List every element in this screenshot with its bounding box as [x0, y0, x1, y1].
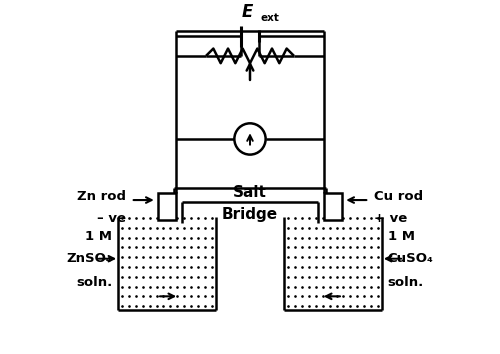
Text: 1 M: 1 M — [85, 230, 112, 243]
Text: soln.: soln. — [76, 276, 112, 289]
Text: 1 M: 1 M — [388, 230, 415, 243]
Text: + ve: + ve — [374, 212, 408, 225]
Text: Bridge: Bridge — [222, 207, 278, 222]
Text: Cu rod: Cu rod — [374, 190, 424, 202]
Text: ZnSO₄: ZnSO₄ — [66, 252, 112, 265]
Text: ext: ext — [261, 13, 280, 23]
Text: soln.: soln. — [388, 276, 424, 289]
Text: Zn rod: Zn rod — [77, 190, 126, 202]
Text: E: E — [242, 3, 253, 21]
Bar — [158, 193, 176, 219]
Bar — [324, 193, 342, 219]
Text: Salt: Salt — [233, 185, 267, 200]
Text: – ve: – ve — [97, 212, 126, 225]
Text: CuSO₄: CuSO₄ — [388, 252, 434, 265]
